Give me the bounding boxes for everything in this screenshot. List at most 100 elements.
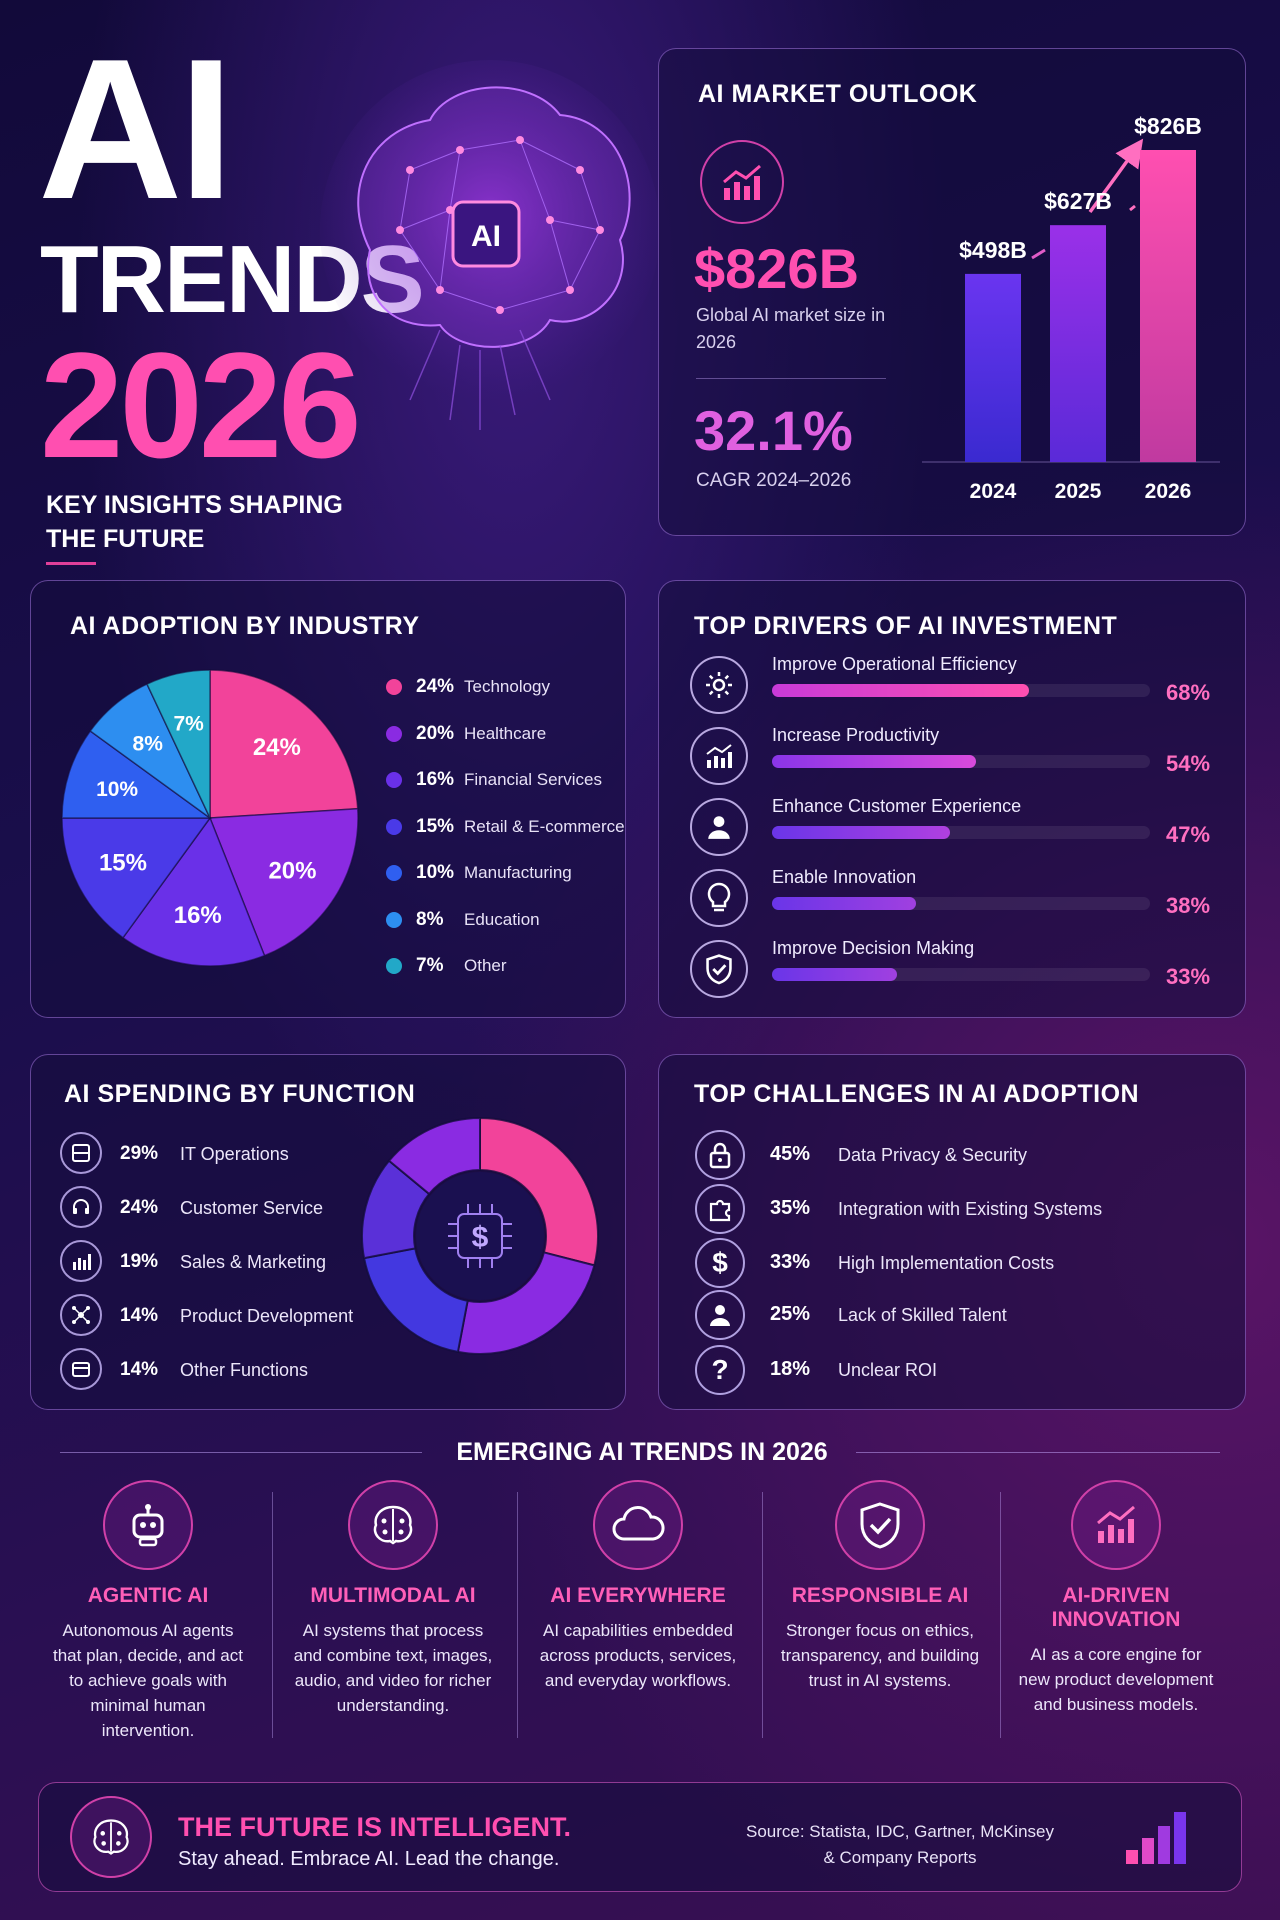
challenge-pct: 35% bbox=[770, 1197, 811, 1219]
function-label: Other Functions bbox=[180, 1360, 309, 1380]
driver-bar-fill bbox=[772, 755, 977, 768]
driver-bar-track bbox=[772, 826, 1150, 839]
hero-subtitle: KEY INSIGHTS SHAPING THE FUTURE bbox=[46, 491, 343, 553]
brain-circuit-icon: AI bbox=[320, 60, 660, 430]
legend-pct: 8% bbox=[416, 908, 444, 930]
industry-pie-chart: 24% 20% 16% 15% 10% 8% 7% bbox=[61, 669, 359, 967]
drivers-panel bbox=[658, 580, 1246, 1018]
legend-label: Manufacturing bbox=[464, 863, 572, 882]
function-label: Sales & Marketing bbox=[180, 1252, 327, 1272]
function-label: Product Development bbox=[180, 1306, 354, 1326]
legend-label: Other bbox=[464, 956, 507, 975]
footer-brain-icon bbox=[70, 1796, 152, 1878]
market-size-desc: Global AI market size in 2026 bbox=[696, 305, 886, 352]
trend-desc: Stronger focus on ethics, transparency, … bbox=[780, 1621, 980, 1690]
challenge-pct: 18% bbox=[770, 1358, 811, 1380]
function-pct: 14% bbox=[120, 1359, 159, 1380]
growth-chart-icon bbox=[1071, 1480, 1161, 1570]
trend-divider bbox=[272, 1492, 273, 1738]
market-bar-value: $627B bbox=[1044, 188, 1112, 214]
dollar-icon: $ bbox=[695, 1238, 745, 1288]
legend-pct: 24% bbox=[416, 676, 455, 697]
function-donut-slice bbox=[387, 1116, 481, 1196]
industry-title: AI ADOPTION BY INDUSTRY bbox=[70, 612, 420, 640]
legend-swatch bbox=[386, 865, 402, 881]
industry-pie-label: 8% bbox=[133, 733, 164, 756]
footer-source-1: Source: Statista, IDC, Gartner, McKinsey bbox=[745, 1822, 1054, 1841]
challenge-label: Unclear ROI bbox=[838, 1360, 938, 1380]
industry-pie-label: 7% bbox=[174, 713, 205, 736]
legend-pct: 16% bbox=[416, 769, 455, 790]
market-year-label: 2025 bbox=[1055, 480, 1102, 503]
cloud-icon bbox=[593, 1480, 683, 1570]
trend-desc: AI capabilities embedded across products… bbox=[539, 1621, 737, 1690]
trend-divider bbox=[1000, 1492, 1001, 1738]
industry-legend-item: 15% Retail & E-commerce bbox=[386, 812, 625, 842]
legend-swatch bbox=[386, 911, 402, 928]
shield-check-icon bbox=[690, 940, 748, 998]
market-outlook-title: AI MARKET OUTLOOK bbox=[698, 80, 978, 108]
legend-label: Healthcare bbox=[464, 723, 547, 743]
headset-icon bbox=[60, 1186, 102, 1228]
legend-label: Financial Services bbox=[464, 770, 602, 789]
cagr-value: 32.1% bbox=[694, 399, 853, 462]
trend-title: AI EVERYWHERE bbox=[550, 1584, 726, 1607]
trend-title: AI-DRIVEN INNOVATION bbox=[1051, 1584, 1181, 1631]
driver-bar-fill bbox=[772, 968, 897, 981]
market-bar bbox=[1140, 150, 1196, 462]
industry-pie-slice bbox=[61, 729, 213, 819]
industry-legend-item: 10% Manufacturing bbox=[386, 858, 572, 888]
gear-icon bbox=[690, 656, 748, 714]
cagr-desc: CAGR 2024–2026 bbox=[696, 470, 852, 491]
server-icon bbox=[60, 1132, 102, 1174]
driver-label: Improve Operational Efficiency bbox=[772, 654, 1017, 674]
driver-pct: 68% bbox=[1166, 680, 1211, 705]
industry-pie-label: 15% bbox=[99, 849, 147, 876]
driver-label: Improve Decision Making bbox=[772, 938, 975, 958]
trend-divider bbox=[517, 1492, 518, 1738]
function-label: Customer Service bbox=[180, 1198, 324, 1218]
industry-pie-slice bbox=[61, 817, 212, 939]
trend-title: RESPONSIBLE AI bbox=[791, 1584, 969, 1607]
trend-card: AI EVERYWHERE AI capabilities embedded a… bbox=[538, 1480, 738, 1693]
industry-legend-item: 20% Healthcare bbox=[386, 719, 546, 749]
trends-rule-left bbox=[60, 1452, 422, 1453]
driver-bar-track bbox=[772, 755, 1150, 768]
industry-pie-label: 16% bbox=[174, 902, 222, 929]
robot-icon bbox=[103, 1480, 193, 1570]
legend-pct: 15% bbox=[416, 815, 455, 837]
legend-swatch bbox=[386, 725, 402, 742]
brain-badge-label: AI bbox=[471, 220, 501, 253]
industry-pie-label: 20% bbox=[268, 857, 316, 884]
trend-card: AI-DRIVEN INNOVATION AI as a core engine… bbox=[1016, 1480, 1216, 1717]
footer-headline: THE FUTURE IS INTELLIGENT. bbox=[178, 1812, 572, 1842]
function-pct: 24% bbox=[120, 1197, 159, 1218]
driver-bar-fill bbox=[772, 826, 950, 839]
driver-bar-track bbox=[772, 897, 1150, 910]
person-icon bbox=[695, 1290, 745, 1340]
footer-banner bbox=[38, 1782, 1242, 1892]
industry-pie-slice bbox=[121, 816, 266, 967]
lightbulb-icon bbox=[690, 869, 748, 927]
hero-title-year: 2026 bbox=[40, 321, 362, 489]
industry-pie-label: 10% bbox=[96, 778, 138, 801]
trend-desc: AI as a core engine for new product deve… bbox=[1018, 1645, 1214, 1714]
driver-label: Enable Innovation bbox=[772, 867, 917, 887]
industry-pie-slice bbox=[209, 669, 359, 819]
challenge-label: Data Privacy & Security bbox=[838, 1145, 1028, 1165]
market-bar-chart: $498B 2024 $627B 2025 $826B 2026 bbox=[922, 113, 1220, 503]
footer-tagline: Stay ahead. Embrace AI. Lead the change. bbox=[178, 1848, 560, 1870]
challenge-pct: 45% bbox=[770, 1143, 811, 1165]
legend-swatch bbox=[386, 958, 402, 974]
signal-bars-icon bbox=[1126, 1812, 1186, 1864]
donut-dollar-glyph: $ bbox=[472, 1221, 489, 1254]
driver-label: Increase Productivity bbox=[772, 725, 940, 745]
function-donut-slice bbox=[479, 1116, 599, 1267]
function-pct: 14% bbox=[120, 1305, 159, 1326]
trend-title: MULTIMODAL AI bbox=[310, 1584, 476, 1607]
puzzle-icon bbox=[695, 1184, 745, 1234]
trend-card: RESPONSIBLE AI Stronger focus on ethics,… bbox=[780, 1480, 980, 1693]
legend-pct: 10% bbox=[416, 862, 455, 883]
lock-icon bbox=[695, 1130, 745, 1180]
industry-pie-slice bbox=[145, 669, 211, 819]
